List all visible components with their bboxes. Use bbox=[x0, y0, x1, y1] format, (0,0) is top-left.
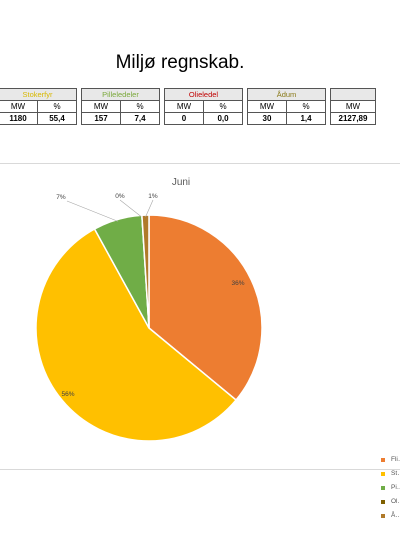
pie-slice bbox=[148, 214, 263, 402]
value-cell: 157 bbox=[81, 112, 121, 125]
unit-cell: % bbox=[203, 100, 243, 113]
slice-data-label: 0% bbox=[115, 193, 125, 200]
group-header-stokerfyr: Stokerfyr bbox=[0, 88, 77, 101]
group-header-olieledel: Olieledel bbox=[164, 88, 243, 101]
unit-cell: MW bbox=[330, 100, 376, 113]
unit-cell: % bbox=[37, 100, 77, 113]
legend-swatch bbox=[381, 472, 385, 476]
legend-label: Pi… bbox=[391, 484, 400, 491]
pie-slice bbox=[141, 214, 150, 329]
value-cell: 1,4 bbox=[286, 112, 326, 125]
document-title: Miljø regnskab. bbox=[115, 52, 245, 73]
group-header-aadum: Ådum bbox=[247, 88, 326, 101]
legend-swatch bbox=[381, 514, 385, 518]
legend-label: St… bbox=[391, 470, 400, 477]
slice-data-label: 36% bbox=[231, 280, 244, 287]
value-cell: 0,0 bbox=[203, 112, 243, 125]
value-cell: 30 bbox=[247, 112, 287, 125]
label-leader-line bbox=[145, 199, 154, 218]
group-header-pilleledeler: Pilleledeler bbox=[81, 88, 160, 101]
legend-label: Å… bbox=[391, 512, 400, 519]
unit-cell: MW bbox=[164, 100, 204, 113]
table-header-row: Stokerfyr Pilleledeler Olieledel Ådum bbox=[0, 88, 376, 101]
legend-label: Ol… bbox=[391, 498, 400, 505]
legend-label: Fli… bbox=[391, 456, 400, 463]
slice-data-label: 56% bbox=[61, 391, 74, 398]
value-cell: 2127,89 bbox=[330, 112, 376, 125]
legend-swatch bbox=[381, 458, 385, 462]
group-header-total bbox=[330, 88, 376, 101]
pie-slice bbox=[35, 227, 238, 442]
value-cell: 7,4 bbox=[120, 112, 160, 125]
unit-cell: MW bbox=[0, 100, 38, 113]
unit-cell: % bbox=[286, 100, 326, 113]
label-leader-line bbox=[66, 200, 119, 222]
value-cell: 55,4 bbox=[37, 112, 77, 125]
slice-data-label: 7% bbox=[56, 194, 66, 201]
slice-data-label: 1% bbox=[148, 193, 158, 200]
value-cell: 0 bbox=[164, 112, 204, 125]
unit-cell: MW bbox=[247, 100, 287, 113]
legend-swatch bbox=[381, 500, 385, 504]
table-unit-row: MW % MW % MW % MW % MW bbox=[0, 100, 376, 113]
value-cell: 1180 bbox=[0, 112, 38, 125]
unit-cell: MW bbox=[81, 100, 121, 113]
chart-title: Juni bbox=[172, 177, 190, 188]
ledger-table: Stokerfyr Pilleledeler Olieledel Ådum MW… bbox=[0, 88, 376, 125]
pie-chart-frame: Juni 36% 56% 7% 0% 1% Fli… St… Pi… Ol… Å… bbox=[0, 163, 400, 519]
legend-swatch bbox=[381, 486, 385, 490]
pie-chart: Juni 36% 56% 7% 0% 1% bbox=[35, 177, 263, 442]
unit-cell: % bbox=[120, 100, 160, 113]
table-value-row: 1180 55,4 157 7,4 0 0,0 30 1,4 2127,89 bbox=[0, 112, 376, 125]
label-leader-line bbox=[119, 199, 143, 218]
